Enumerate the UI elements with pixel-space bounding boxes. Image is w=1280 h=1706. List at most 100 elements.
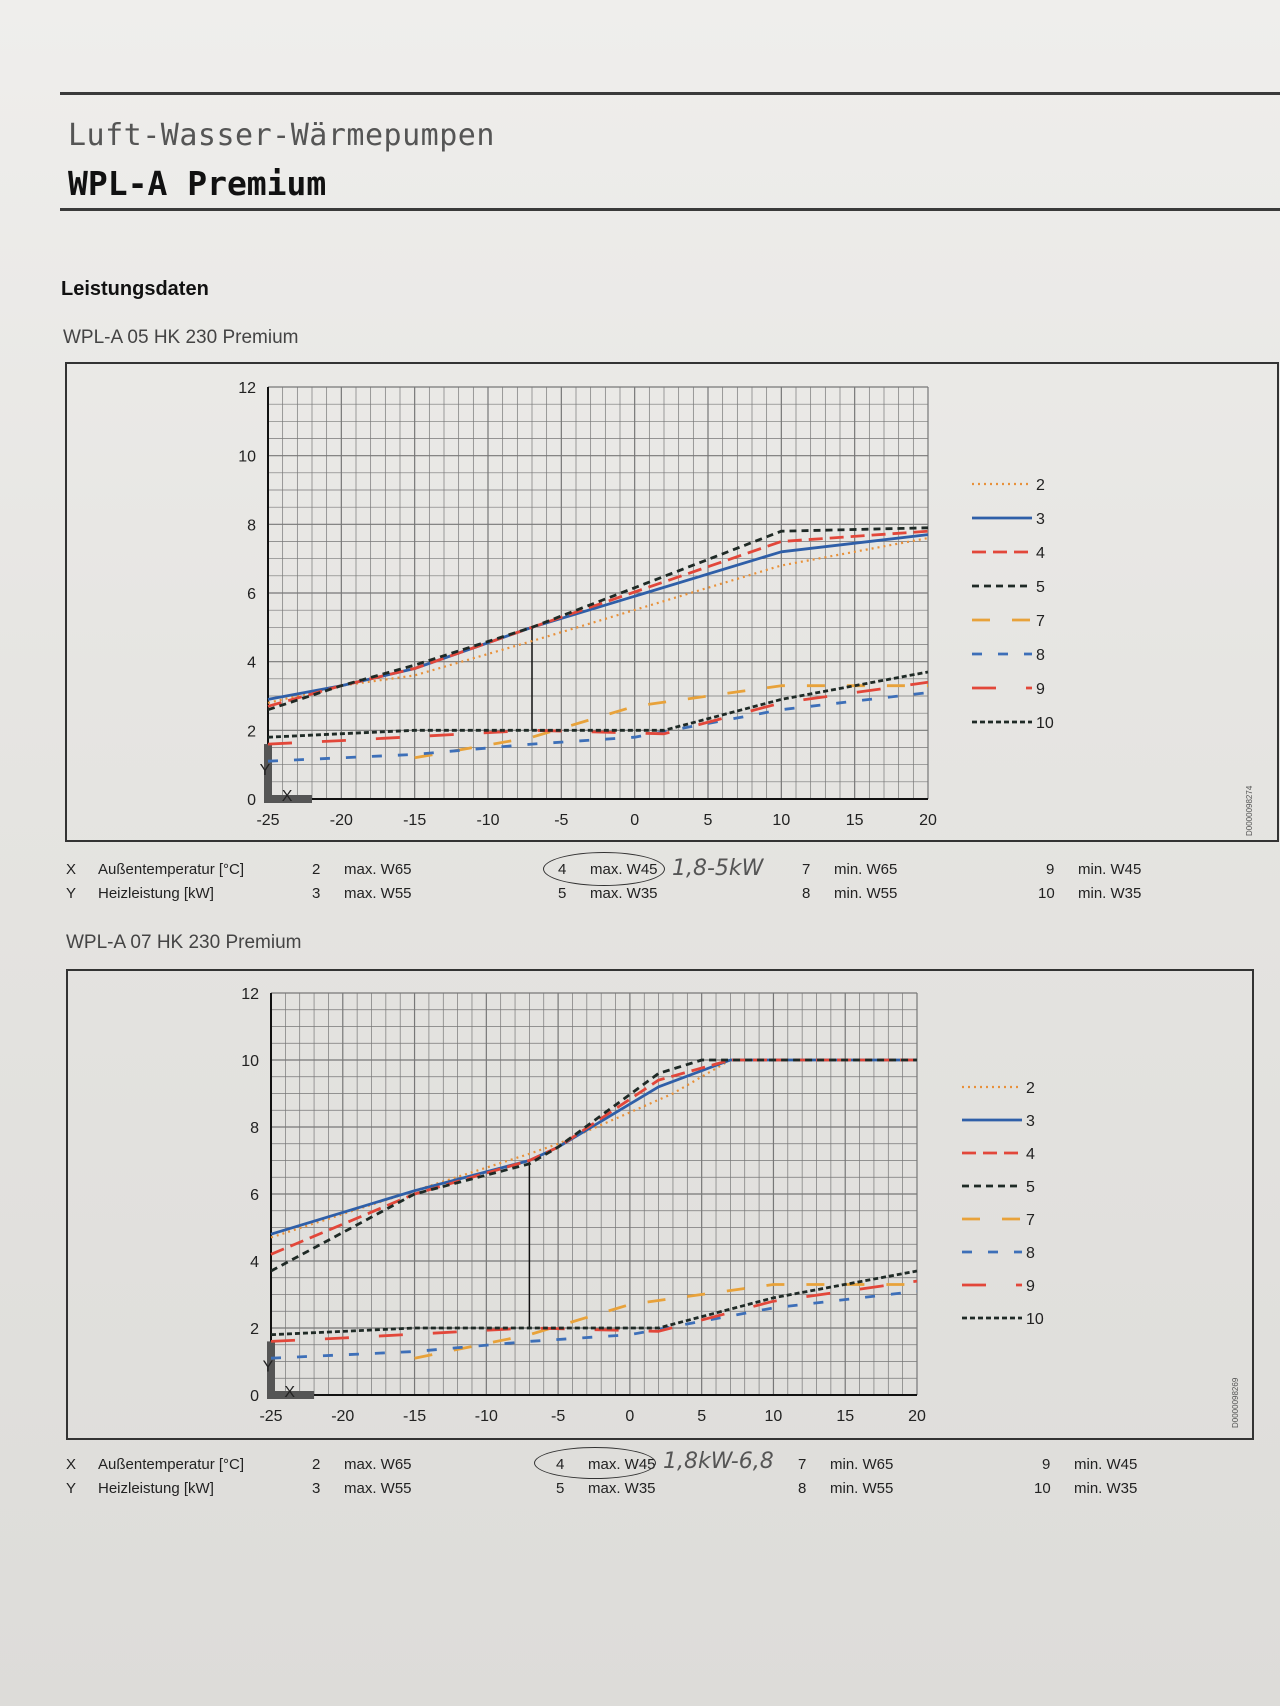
legend-label: 4 <box>1036 545 1045 562</box>
y-axis-key: Y <box>260 762 271 779</box>
x-tick-label: -10 <box>475 1408 498 1425</box>
legend-label: 10 <box>1026 1311 1044 1328</box>
x-axis-marker <box>267 1391 315 1399</box>
series-line-8 <box>270 1289 918 1360</box>
x-axis-marker <box>264 795 312 803</box>
series-line-5 <box>270 1058 917 1273</box>
y-tick-label: 10 <box>241 1053 259 1070</box>
chart-2-frame <box>66 969 1254 1440</box>
document-id: D0000098274 <box>1245 785 1254 836</box>
header-bottom-rule <box>60 208 1280 211</box>
y-tick-label: 0 <box>247 792 256 809</box>
y-tick-label: 10 <box>238 449 256 466</box>
series-line-3 <box>270 1058 917 1236</box>
handwritten-note: 1,8-5kW <box>672 856 764 881</box>
legend-label: 8 <box>1026 1245 1035 1262</box>
x-tick-label: -25 <box>256 812 279 829</box>
x-tick-label: 0 <box>625 1408 634 1425</box>
y-tick-label: 2 <box>247 723 256 740</box>
x-tick-label: 15 <box>836 1408 854 1425</box>
caption-item-num: 10 <box>1038 885 1055 902</box>
x-tick-label: -10 <box>476 812 499 829</box>
y-tick-label: 12 <box>238 380 256 397</box>
handwritten-note: 1,8kW-6,8 <box>663 1449 774 1474</box>
handwritten-circle <box>543 852 665 886</box>
caption-x-label: Außentemperatur [°C] <box>98 861 245 878</box>
x-tick-label: 5 <box>704 812 713 829</box>
document-id: D0000098269 <box>1231 1377 1240 1428</box>
x-tick-label: -5 <box>551 1408 565 1425</box>
chart-1-subtitle: WPL-A 05 HK 230 Premium <box>63 327 299 348</box>
caption-x-label: Außentemperatur [°C] <box>98 1456 245 1473</box>
caption-item-text: min. W35 <box>1074 1480 1138 1497</box>
section-title: Leistungsdaten <box>61 278 209 300</box>
caption-item-text: max. W65 <box>344 1456 412 1473</box>
caption-item-text: max. W65 <box>344 861 412 878</box>
chart-1-frame <box>65 362 1279 842</box>
caption-y-key: Y <box>66 885 77 902</box>
legend-label: 2 <box>1026 1080 1035 1097</box>
caption-item-num: 5 <box>556 1480 565 1497</box>
caption-item-text: max. W35 <box>588 1480 656 1497</box>
x-tick-label: 10 <box>765 1408 783 1425</box>
plot-grid <box>270 992 918 1396</box>
legend-label: 7 <box>1036 613 1045 630</box>
caption-item-text: min. W45 <box>1078 861 1142 878</box>
caption-x-key: X <box>66 1456 77 1473</box>
x-tick-label: -15 <box>403 1408 426 1425</box>
caption-item-text: min. W45 <box>1074 1456 1138 1473</box>
legend-label: 7 <box>1026 1212 1035 1229</box>
handwritten-circle <box>534 1447 656 1479</box>
x-tick-label: -15 <box>403 812 426 829</box>
x-axis-key: X <box>284 1384 295 1401</box>
caption-item-text: max. W55 <box>344 1480 412 1497</box>
caption-item-num: 7 <box>798 1456 807 1473</box>
caption-y-label: Heizleistung [kW] <box>98 1480 214 1497</box>
caption-item-num: 3 <box>312 885 321 902</box>
x-tick-label: 20 <box>919 812 937 829</box>
header-category: Luft-Wasser-Wärmepumpen <box>68 118 495 153</box>
series-line-4 <box>270 1058 917 1256</box>
x-axis-key: X <box>282 788 293 805</box>
y-tick-label: 2 <box>250 1321 259 1338</box>
x-tick-label: 20 <box>908 1408 926 1425</box>
header-product: WPL-A Premium <box>68 164 327 203</box>
x-tick-label: 5 <box>697 1408 706 1425</box>
legend-label: 5 <box>1036 579 1045 596</box>
series-line-5 <box>267 526 929 712</box>
x-tick-label: -20 <box>331 1408 354 1425</box>
caption-item-text: min. W65 <box>834 861 898 878</box>
legend-label: 9 <box>1026 1278 1035 1295</box>
caption-item-text: min. W55 <box>834 885 898 902</box>
caption-item-num: 8 <box>798 1480 807 1497</box>
y-axis-marker <box>267 1341 275 1395</box>
caption-x-key: X <box>66 861 77 878</box>
series-line-10 <box>270 1269 918 1337</box>
series-line-9 <box>267 680 929 746</box>
y-tick-label: 8 <box>250 1120 259 1137</box>
legend-label: 2 <box>1036 477 1045 494</box>
caption-item-text: min. W35 <box>1078 885 1142 902</box>
x-tick-label: -20 <box>330 812 353 829</box>
x-tick-label: 0 <box>630 812 639 829</box>
series-line-7 <box>414 1283 917 1360</box>
caption-item-num: 7 <box>802 861 811 878</box>
y-axis-marker <box>264 744 272 799</box>
legend-label: 5 <box>1026 1179 1035 1196</box>
legend-label: 4 <box>1026 1146 1035 1163</box>
y-tick-label: 0 <box>250 1388 259 1405</box>
caption-item-text: min. W55 <box>830 1480 894 1497</box>
caption-item-text: min. W65 <box>830 1456 894 1473</box>
y-tick-label: 12 <box>241 986 259 1003</box>
series-line-10 <box>267 670 929 739</box>
chart-2-subtitle: WPL-A 07 HK 230 Premium <box>66 932 302 953</box>
legend-label: 9 <box>1036 681 1045 698</box>
x-tick-label: -25 <box>259 1408 282 1425</box>
header-top-rule <box>60 92 1280 95</box>
legend-label: 3 <box>1036 511 1045 528</box>
legend-label: 8 <box>1036 647 1045 664</box>
y-axis-key: Y <box>263 1359 274 1376</box>
caption-y-key: Y <box>66 1480 77 1497</box>
